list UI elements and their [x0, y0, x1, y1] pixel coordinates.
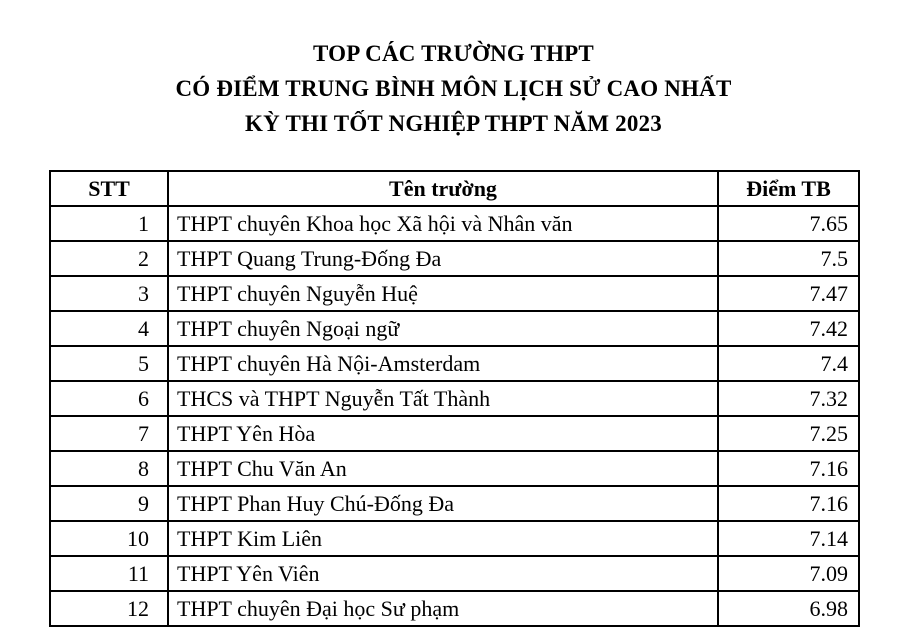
- row-avg-score: 7.65: [717, 205, 860, 242]
- row-school-name: THPT Chu Văn An: [167, 450, 719, 487]
- row-rank: 12: [49, 590, 169, 627]
- table-header-row: STT Tên trường Điểm TB: [49, 170, 860, 207]
- row-avg-score: 6.98: [717, 590, 860, 627]
- row-avg-score: 7.16: [717, 485, 860, 522]
- row-rank: 1: [49, 205, 169, 242]
- row-school-name: THPT Kim Liên: [167, 520, 719, 557]
- table-row: 8 THPT Chu Văn An 7.16: [49, 450, 860, 487]
- table-row: 2 THPT Quang Trung-Đống Đa 7.5: [49, 240, 860, 277]
- row-school-name: THPT chuyên Ngoại ngữ: [167, 310, 719, 347]
- title-line-2: CÓ ĐIỂM TRUNG BÌNH MÔN LỊCH SỬ CAO NHẤT: [175, 76, 732, 101]
- row-avg-score: 7.4: [717, 345, 860, 382]
- row-rank: 6: [49, 380, 169, 417]
- title-line-3: KỲ THI TỐT NGHIỆP THPT NĂM 2023: [245, 111, 662, 136]
- row-rank: 2: [49, 240, 169, 277]
- column-header-stt: STT: [49, 170, 169, 207]
- row-avg-score: 7.14: [717, 520, 860, 557]
- table-row: 6 THCS và THPT Nguyễn Tất Thành 7.32: [49, 380, 860, 417]
- table-row: 12 THPT chuyên Đại học Sư phạm 6.98: [49, 590, 860, 627]
- row-avg-score: 7.25: [717, 415, 860, 452]
- table-row: 1 THPT chuyên Khoa học Xã hội và Nhân vă…: [49, 205, 860, 242]
- column-header-school: Tên trường: [167, 170, 719, 207]
- row-school-name: THPT Phan Huy Chú-Đống Đa: [167, 485, 719, 522]
- row-school-name: THPT Yên Viên: [167, 555, 719, 592]
- row-rank: 10: [49, 520, 169, 557]
- row-school-name: THPT chuyên Đại học Sư phạm: [167, 590, 719, 627]
- row-rank: 11: [49, 555, 169, 592]
- row-rank: 8: [49, 450, 169, 487]
- table-row: 5 THPT chuyên Hà Nội-Amsterdam 7.4: [49, 345, 860, 382]
- row-school-name: THPT Yên Hòa: [167, 415, 719, 452]
- row-school-name: THCS và THPT Nguyễn Tất Thành: [167, 380, 719, 417]
- table-row: 3 THPT chuyên Nguyễn Huệ 7.47: [49, 275, 860, 312]
- row-avg-score: 7.16: [717, 450, 860, 487]
- row-school-name: THPT chuyên Nguyễn Huệ: [167, 275, 719, 312]
- page-title: TOP CÁC TRƯỜNG THPT CÓ ĐIỂM TRUNG BÌNH M…: [0, 36, 907, 141]
- table-row: 11 THPT Yên Viên 7.09: [49, 555, 860, 592]
- table-row: 9 THPT Phan Huy Chú-Đống Đa 7.16: [49, 485, 860, 522]
- row-avg-score: 7.32: [717, 380, 860, 417]
- row-school-name: THPT Quang Trung-Đống Đa: [167, 240, 719, 277]
- row-rank: 4: [49, 310, 169, 347]
- table-row: 7 THPT Yên Hòa 7.25: [49, 415, 860, 452]
- row-school-name: THPT chuyên Hà Nội-Amsterdam: [167, 345, 719, 382]
- row-avg-score: 7.42: [717, 310, 860, 347]
- row-school-name: THPT chuyên Khoa học Xã hội và Nhân văn: [167, 205, 719, 242]
- table-row: 4 THPT chuyên Ngoại ngữ 7.42: [49, 310, 860, 347]
- table-row: 10 THPT Kim Liên 7.14: [49, 520, 860, 557]
- row-avg-score: 7.47: [717, 275, 860, 312]
- row-rank: 3: [49, 275, 169, 312]
- row-rank: 9: [49, 485, 169, 522]
- row-avg-score: 7.09: [717, 555, 860, 592]
- row-rank: 5: [49, 345, 169, 382]
- title-line-1: TOP CÁC TRƯỜNG THPT: [313, 41, 594, 66]
- column-header-score: Điểm TB: [717, 170, 860, 207]
- row-rank: 7: [49, 415, 169, 452]
- ranking-table: STT Tên trường Điểm TB 1 THPT chuyên Kho…: [49, 170, 860, 627]
- row-avg-score: 7.5: [717, 240, 860, 277]
